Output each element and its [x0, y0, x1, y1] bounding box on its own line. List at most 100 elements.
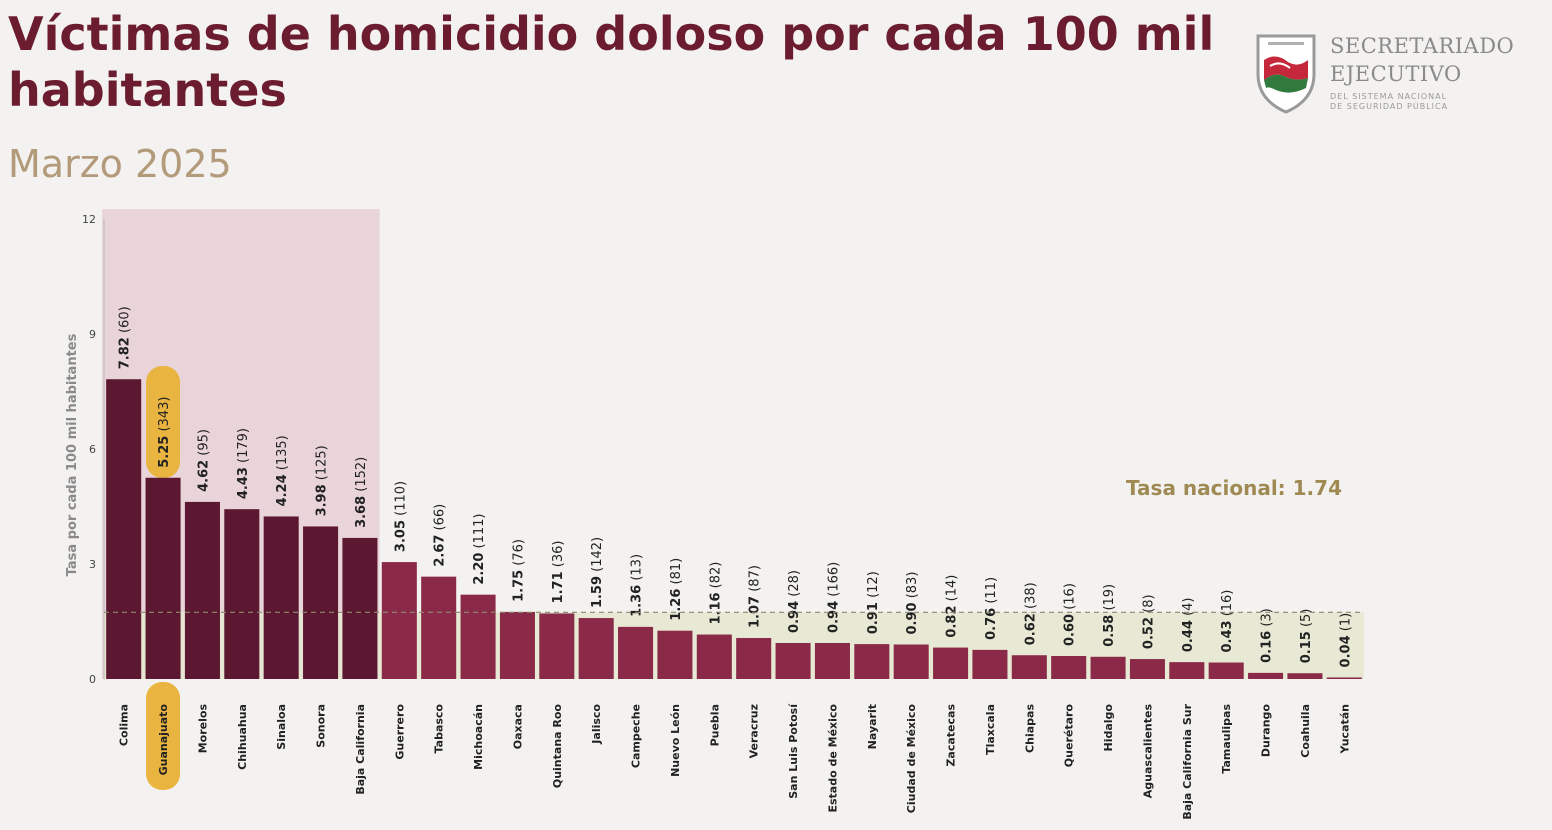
x-tick-label: Michoacán — [472, 704, 485, 770]
x-tick-label: Guerrero — [393, 704, 406, 760]
bar — [263, 516, 299, 679]
bar — [893, 644, 929, 679]
data-label: 1.59 (142) — [590, 537, 605, 608]
bar — [303, 526, 339, 679]
data-label: 1.16 (82) — [708, 562, 723, 625]
data-label-victims: (83) — [905, 572, 920, 603]
data-label-value: 1.75 — [511, 570, 526, 602]
bar — [657, 630, 693, 679]
secretariado-logo: SECRETARIADO EJECUTIVO DEL SISTEMA NACIO… — [1254, 30, 1546, 114]
data-label: 0.16 (3) — [1260, 608, 1275, 663]
bar — [1011, 655, 1047, 679]
data-label-victims: (16) — [1220, 590, 1235, 621]
bar — [696, 634, 732, 679]
data-label: 2.67 (66) — [433, 504, 448, 567]
data-label: 4.43 (179) — [236, 428, 251, 499]
page-title: Víctimas de homicidio doloso por cada 10… — [8, 7, 1215, 117]
y-tick-label: 6 — [89, 443, 96, 456]
data-label: 0.60 (16) — [1063, 583, 1078, 646]
data-label-victims: (142) — [590, 537, 605, 576]
data-label: 0.52 (8) — [1141, 594, 1156, 649]
data-label: 0.58 (19) — [1102, 584, 1117, 647]
data-label-value: 5.25 — [157, 436, 172, 468]
data-label: 0.94 (166) — [826, 562, 841, 633]
data-label-victims: (66) — [433, 504, 448, 535]
data-label: 1.26 (81) — [669, 558, 684, 621]
data-label-value: 0.60 — [1063, 614, 1078, 646]
bar — [224, 509, 260, 679]
data-label: 5.25 (343) — [157, 397, 172, 468]
bar — [184, 501, 220, 679]
data-label-value: 0.52 — [1141, 617, 1156, 649]
data-label-value: 0.44 — [1181, 620, 1196, 652]
y-axis-title: Tasa por cada 100 mil habitantes — [65, 333, 80, 576]
x-tick-label: Chihuahua — [236, 704, 249, 770]
data-label: 0.94 (28) — [787, 570, 802, 633]
bar — [460, 594, 496, 679]
bar — [854, 644, 890, 679]
bar — [342, 537, 378, 679]
data-label-victims: (4) — [1181, 598, 1196, 621]
y-tick-label: 3 — [89, 558, 96, 571]
data-label: 1.36 (13) — [630, 554, 645, 617]
data-label-victims: (60) — [118, 306, 133, 337]
x-tick-label: Quintana Roo — [551, 704, 564, 789]
bar — [775, 642, 811, 679]
bar — [539, 613, 575, 679]
data-label: 0.04 (1) — [1338, 613, 1353, 668]
bar — [933, 647, 969, 679]
bar — [972, 649, 1008, 679]
x-tick-label: Coahuila — [1299, 704, 1312, 758]
data-label: 0.90 (83) — [905, 572, 920, 635]
x-tick-label: Tamaulipas — [1220, 704, 1233, 774]
bar — [1326, 677, 1362, 679]
x-tick-label: San Luis Potosí — [787, 703, 800, 799]
x-tick-label: Sonora — [315, 704, 328, 748]
data-label: 1.71 (36) — [551, 541, 566, 604]
data-label-victims: (135) — [275, 435, 290, 474]
data-label-value: 4.43 — [236, 467, 251, 499]
bar — [1287, 673, 1323, 679]
data-label-value: 0.15 — [1299, 631, 1314, 663]
data-label: 3.05 (110) — [393, 481, 408, 552]
data-label: 0.91 (12) — [866, 571, 881, 634]
data-label-victims: (19) — [1102, 584, 1117, 615]
data-label-value: 3.05 — [393, 520, 408, 552]
data-label-victims: (179) — [236, 428, 251, 467]
data-label-value: 0.90 — [905, 602, 920, 634]
x-tick-label: Veracruz — [748, 704, 761, 758]
x-tick-label: Yucatán — [1338, 704, 1351, 754]
data-label-value: 0.82 — [945, 605, 960, 637]
data-label-value: 0.91 — [866, 602, 881, 634]
y-tick-label: 0 — [89, 673, 96, 686]
data-label-value: 1.71 — [551, 571, 566, 603]
x-tick-label: Nayarit — [866, 704, 879, 749]
data-label-value: 0.94 — [787, 601, 802, 633]
bar — [145, 477, 181, 679]
data-label-victims: (82) — [708, 562, 723, 593]
y-tick-label: 12 — [82, 213, 96, 226]
bar — [421, 576, 457, 679]
data-label-victims: (1) — [1338, 613, 1353, 636]
x-tick-label: Tlaxcala — [984, 704, 997, 755]
highlight-value-pill — [146, 366, 181, 478]
data-label-value: 4.24 — [275, 474, 290, 506]
data-label-value: 1.36 — [630, 585, 645, 617]
logo-sub-line2: DE SEGURIDAD PÚBLICA — [1330, 102, 1449, 111]
national-rate-label: Tasa nacional: 1.74 — [1126, 476, 1342, 500]
data-label: 7.82 (60) — [118, 306, 133, 369]
logo-name-line2: EJECUTIVO — [1330, 62, 1462, 86]
data-label-victims: (343) — [157, 397, 172, 436]
data-label-value: 0.62 — [1023, 613, 1038, 645]
bar — [1090, 656, 1126, 679]
data-label: 0.15 (5) — [1299, 609, 1314, 664]
y-tick-label: 9 — [89, 328, 96, 341]
data-label-value: 0.43 — [1220, 620, 1235, 652]
logo-name: SECRETARIADO EJECUTIVO — [1330, 32, 1514, 88]
data-label-victims: (11) — [984, 577, 999, 608]
data-label-value: 1.59 — [590, 576, 605, 608]
logo-name-line1: SECRETARIADO — [1330, 34, 1515, 58]
data-label: 3.68 (152) — [354, 457, 369, 528]
x-tick-label: Sinaloa — [275, 704, 288, 750]
